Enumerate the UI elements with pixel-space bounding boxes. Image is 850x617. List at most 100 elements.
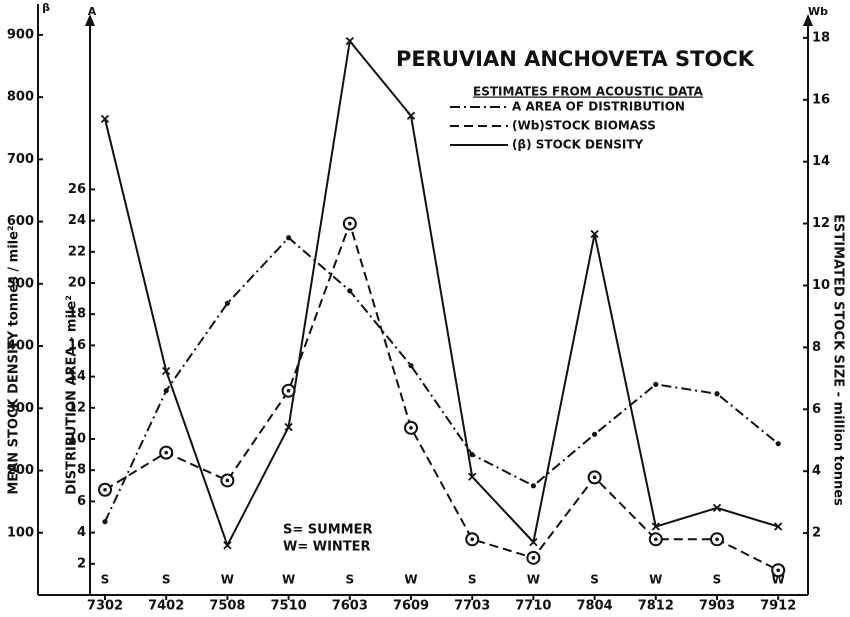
- y-tick-label: 700: [7, 152, 34, 167]
- y-tick-label: 18: [68, 307, 86, 322]
- marker-x: [162, 366, 171, 376]
- marker-dot: [775, 441, 781, 447]
- y-tick-label: 400: [7, 339, 34, 354]
- marker-dot: [592, 431, 598, 437]
- marker-x: [345, 36, 354, 46]
- y-tick-label: 22: [68, 244, 86, 259]
- marker: [342, 216, 357, 231]
- marker: [710, 532, 724, 547]
- marker-dot: [714, 391, 720, 397]
- marker-x: [712, 503, 722, 513]
- marker-center: [348, 221, 352, 226]
- marker: [775, 441, 781, 447]
- marker: [220, 473, 235, 488]
- y-axis-symbol: β: [42, 1, 50, 14]
- marker-x: [284, 422, 293, 432]
- marker-center: [225, 478, 230, 483]
- marker: [159, 445, 174, 460]
- marker: [468, 472, 477, 481]
- marker: [648, 532, 663, 547]
- marker-center: [103, 487, 107, 492]
- marker-x: [590, 229, 599, 239]
- legend-heading: ESTIMATES FROM ACOUSTIC DATA: [473, 85, 704, 99]
- marker-dot: [286, 235, 292, 241]
- y-tick-label: 200: [7, 463, 34, 478]
- marker: [98, 482, 112, 497]
- marker-center: [470, 537, 475, 542]
- y-tick-label: 14: [812, 154, 830, 169]
- axes: [37, 4, 813, 596]
- marker-dot: [469, 452, 475, 458]
- marker: [530, 483, 537, 489]
- marker: [163, 388, 169, 394]
- marker-x: [774, 522, 783, 531]
- marker: [347, 288, 353, 294]
- y-tick-label: 2: [812, 526, 821, 541]
- y-tick-label: 100: [7, 525, 34, 540]
- y-tick-label: 8: [812, 340, 821, 355]
- y-tick-label: 600: [7, 214, 34, 229]
- x-tick-label: 7609: [393, 599, 429, 614]
- marker: [592, 431, 598, 437]
- marker-center: [776, 568, 780, 573]
- annotation: S= SUMMER: [283, 523, 372, 538]
- y-tick-label: 6: [812, 402, 821, 417]
- x-tick-label: 7302: [87, 599, 123, 614]
- y-tick-label: 4: [77, 525, 86, 540]
- marker: [345, 36, 354, 46]
- marker: [286, 235, 292, 241]
- y3-axis-label: DISTRIBUTION AREA - mile²: [65, 295, 80, 495]
- y-tick-label: 10: [812, 278, 830, 293]
- season-label: S: [162, 573, 171, 587]
- x-tick-label: 7710: [515, 599, 551, 614]
- x-tick-label: 7804: [577, 599, 613, 614]
- y-tick-label: 500: [7, 276, 34, 291]
- y-tick-label: 800: [7, 90, 34, 105]
- y-tick-label: 26: [68, 182, 86, 197]
- y-tick-label: 12: [812, 216, 830, 231]
- x-tick-label: 7603: [332, 599, 368, 614]
- series-line: [104, 220, 779, 572]
- marker: [465, 532, 480, 547]
- marker: [529, 537, 538, 547]
- marker-dot: [653, 381, 659, 387]
- annotation: W= WINTER: [283, 540, 371, 555]
- axis-arrow: [803, 14, 813, 26]
- marker-center: [592, 475, 597, 480]
- marker-center: [286, 388, 291, 393]
- y2-axis-symbol: Wb: [808, 5, 828, 18]
- marker: [224, 300, 230, 306]
- marker: [406, 111, 416, 120]
- season-label: W: [404, 573, 417, 587]
- marker-x: [468, 472, 477, 481]
- season-label: W: [282, 573, 295, 587]
- marker-dot: [530, 483, 537, 489]
- marker: [526, 550, 541, 565]
- season-label: S: [101, 573, 110, 587]
- x-tick-label: 7903: [699, 599, 735, 614]
- y-tick-label: 300: [7, 401, 34, 416]
- y-tick-label: 6: [77, 494, 86, 509]
- marker: [102, 519, 108, 525]
- marker-center: [164, 450, 168, 455]
- marker: [284, 422, 293, 432]
- x-tick-label: 7912: [760, 599, 796, 614]
- y-tick-label: 18: [812, 30, 830, 45]
- season-label: S: [590, 573, 599, 587]
- y-tick-label: 16: [68, 338, 86, 353]
- y-tick-label: 4: [812, 464, 821, 479]
- y-tick-label: 2: [77, 556, 86, 571]
- marker: [408, 363, 414, 369]
- marker: [653, 381, 659, 387]
- y-tick-label: 20: [68, 276, 86, 291]
- marker: [469, 452, 475, 458]
- marker: [100, 114, 110, 124]
- axis-arrow: [85, 14, 95, 26]
- marker-dot: [163, 388, 169, 394]
- series-line: [104, 38, 779, 548]
- marker-dot: [102, 519, 108, 525]
- marker-center: [409, 426, 413, 430]
- marker: [162, 366, 171, 376]
- marker-dot: [224, 300, 230, 306]
